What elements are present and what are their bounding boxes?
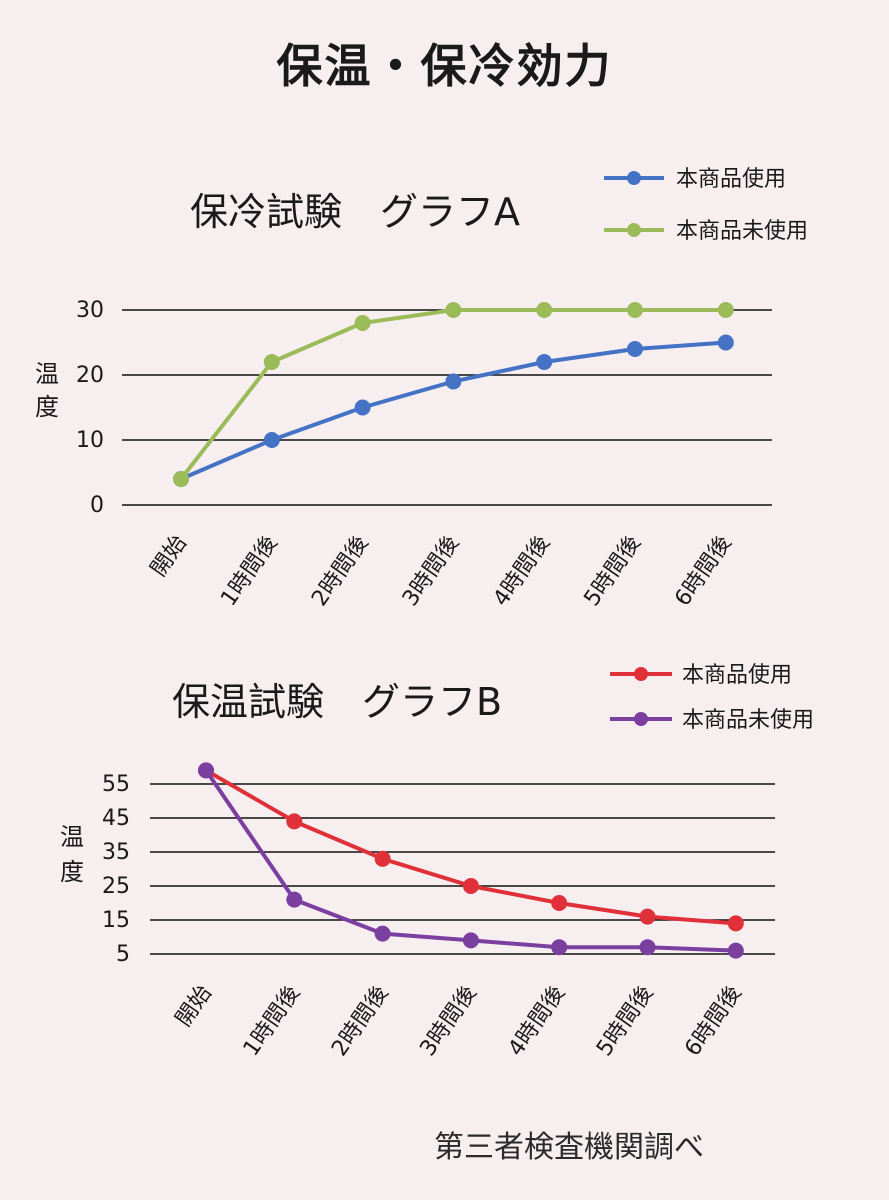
x-category-label: 3時間後 (398, 531, 464, 611)
y-tick-label: 25 (102, 874, 130, 899)
data-point-1 (374, 850, 391, 867)
x-category-label: 4時間後 (504, 981, 570, 1061)
data-point-1 (445, 373, 462, 390)
data-point-2 (198, 762, 214, 779)
data-point-1 (627, 341, 643, 357)
data-point-2 (717, 302, 734, 318)
y-axis-label: 温度 (35, 360, 59, 421)
y-tick-label: 15 (102, 908, 130, 933)
x-category-label: 開始 (146, 531, 192, 581)
y-axis-label-char: 度 (60, 858, 84, 886)
data-point-2 (445, 302, 462, 318)
legend-label-2: 本商品未使用 (676, 219, 808, 244)
y-tick-label: 55 (102, 772, 130, 797)
x-category-label: 5時間後 (580, 531, 646, 611)
series-line-2 (179, 308, 726, 481)
data-point-2 (286, 891, 303, 908)
data-point-2 (263, 354, 280, 370)
x-category-label: 3時間後 (415, 981, 481, 1061)
chart-cold-retention: 保冷試験 グラフA 温度 0 10 20 30 開始 1時間後 2時間後 3時間後 4時間後 5時間後… (35, 167, 808, 611)
data-point-1 (536, 354, 553, 370)
y-axis-label: 温度 (60, 823, 84, 886)
y-tick-label: 45 (102, 806, 130, 831)
data-point-2 (727, 942, 744, 959)
x-category-label: 2時間後 (327, 981, 393, 1061)
legend-marker-2 (627, 223, 641, 237)
data-point-2 (536, 302, 553, 318)
data-point-1 (462, 878, 479, 894)
data-point-1 (263, 432, 280, 448)
x-category-label: 5時間後 (592, 981, 658, 1061)
data-point-2 (374, 925, 391, 942)
series-line-1 (204, 768, 736, 926)
page-title: 保温・保冷効力 (276, 39, 613, 93)
chart-title: 保冷試験 グラフA (190, 190, 520, 234)
x-category-label: 1時間後 (239, 981, 305, 1061)
data-point-2 (627, 302, 643, 318)
data-point-2 (639, 939, 656, 956)
x-category-label: 4時間後 (489, 531, 555, 611)
x-category-label: 6時間後 (670, 531, 736, 611)
data-point-1 (354, 399, 371, 416)
chart-heat-retention: 保温試験 グラフB 温度 5 15 25 35 45 55 開始 1時間後 2時間後 3時間後 4時間後… (60, 663, 814, 1061)
legend-marker-1 (627, 171, 641, 185)
series-line-1 (180, 340, 726, 481)
x-category-label: 6時間後 (680, 981, 746, 1061)
legend-marker-1 (634, 667, 648, 681)
x-category-label: 1時間後 (216, 531, 282, 611)
chart-title: 保温試験 グラフB (172, 680, 502, 724)
legend-label-1: 本商品使用 (676, 167, 786, 192)
y-axis-label-char: 度 (35, 393, 59, 421)
data-point-1 (551, 895, 568, 911)
data-point-1 (286, 813, 303, 830)
x-category-label: 開始 (171, 981, 217, 1031)
data-point-2 (551, 939, 568, 956)
footer-note: 第三者検査機関調べ (434, 1130, 704, 1165)
legend-marker-2 (634, 712, 648, 726)
legend-label-2: 本商品未使用 (682, 708, 814, 733)
y-tick-label: 30 (76, 298, 104, 323)
data-point-1 (717, 334, 734, 351)
data-point-1 (639, 908, 656, 925)
data-point-1 (727, 915, 744, 932)
data-point-2 (462, 932, 479, 949)
data-point-2 (354, 315, 371, 331)
y-tick-label: 35 (102, 840, 130, 865)
y-tick-label: 0 (90, 493, 104, 518)
y-tick-label: 20 (76, 363, 104, 388)
y-axis-label-char: 温 (60, 823, 84, 851)
series-line-2 (204, 769, 736, 953)
y-tick-label: 5 (116, 942, 130, 967)
x-category-label: 2時間後 (307, 531, 373, 611)
y-tick-label: 10 (76, 428, 104, 453)
y-axis-label-char: 温 (35, 360, 59, 388)
data-point-2 (173, 471, 189, 487)
legend-label-1: 本商品使用 (682, 663, 792, 688)
